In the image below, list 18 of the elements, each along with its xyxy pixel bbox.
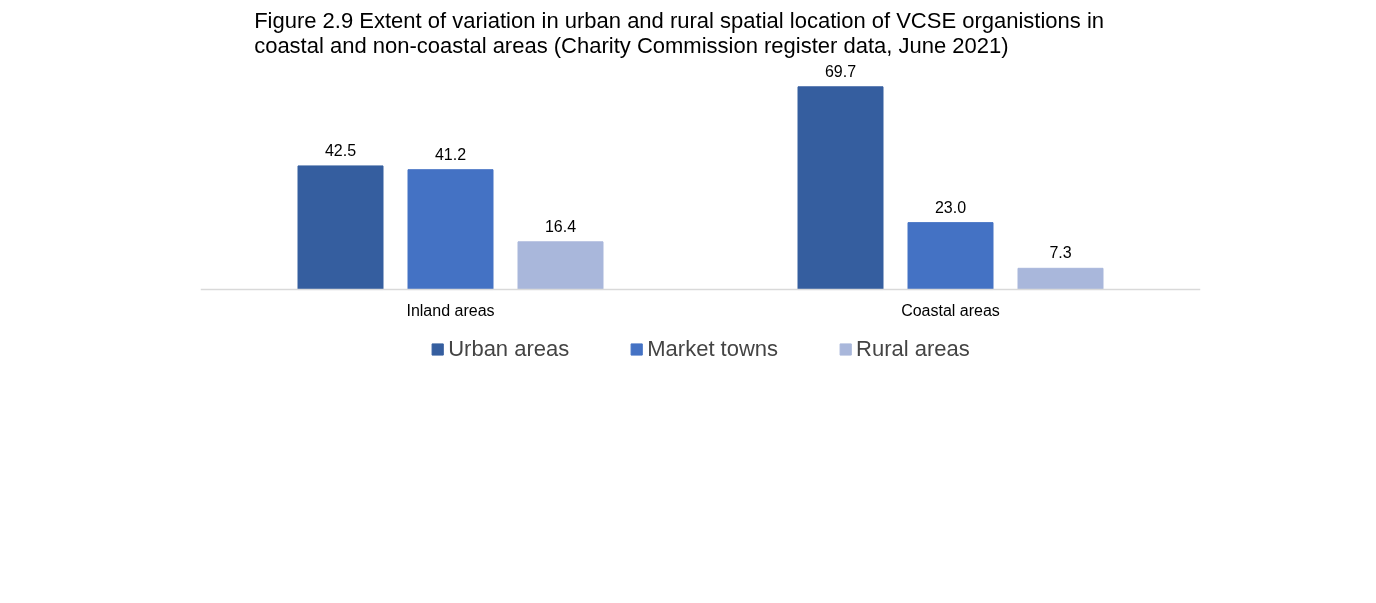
chart-title: Figure 2.9 Extent of variation in urban and rural spatial location of VCSE organistions in coastal and non-coastal areas (Charity Commission register data, June 2021) — [254, 7, 1105, 58]
x-tick-label: Inland areas — [406, 301, 495, 319]
data-label: 69.7 — [824, 62, 857, 80]
data-label: 16.4 — [544, 217, 577, 235]
data-label: 42.5 — [324, 141, 357, 159]
legend-label: Market towns — [647, 336, 779, 362]
legend-label: Urban areas — [448, 336, 570, 362]
bar — [297, 165, 384, 291]
bar — [517, 241, 604, 291]
bar — [1017, 267, 1104, 291]
legend-label: Rural areas — [856, 336, 970, 362]
data-label: 23.0 — [934, 198, 967, 216]
x-tick-label: Coastal areas — [901, 301, 1000, 319]
data-label: 7.3 — [1049, 244, 1072, 262]
data-label: 41.2 — [434, 145, 467, 163]
bar — [907, 222, 994, 291]
bar — [797, 86, 884, 291]
bar — [407, 169, 494, 291]
